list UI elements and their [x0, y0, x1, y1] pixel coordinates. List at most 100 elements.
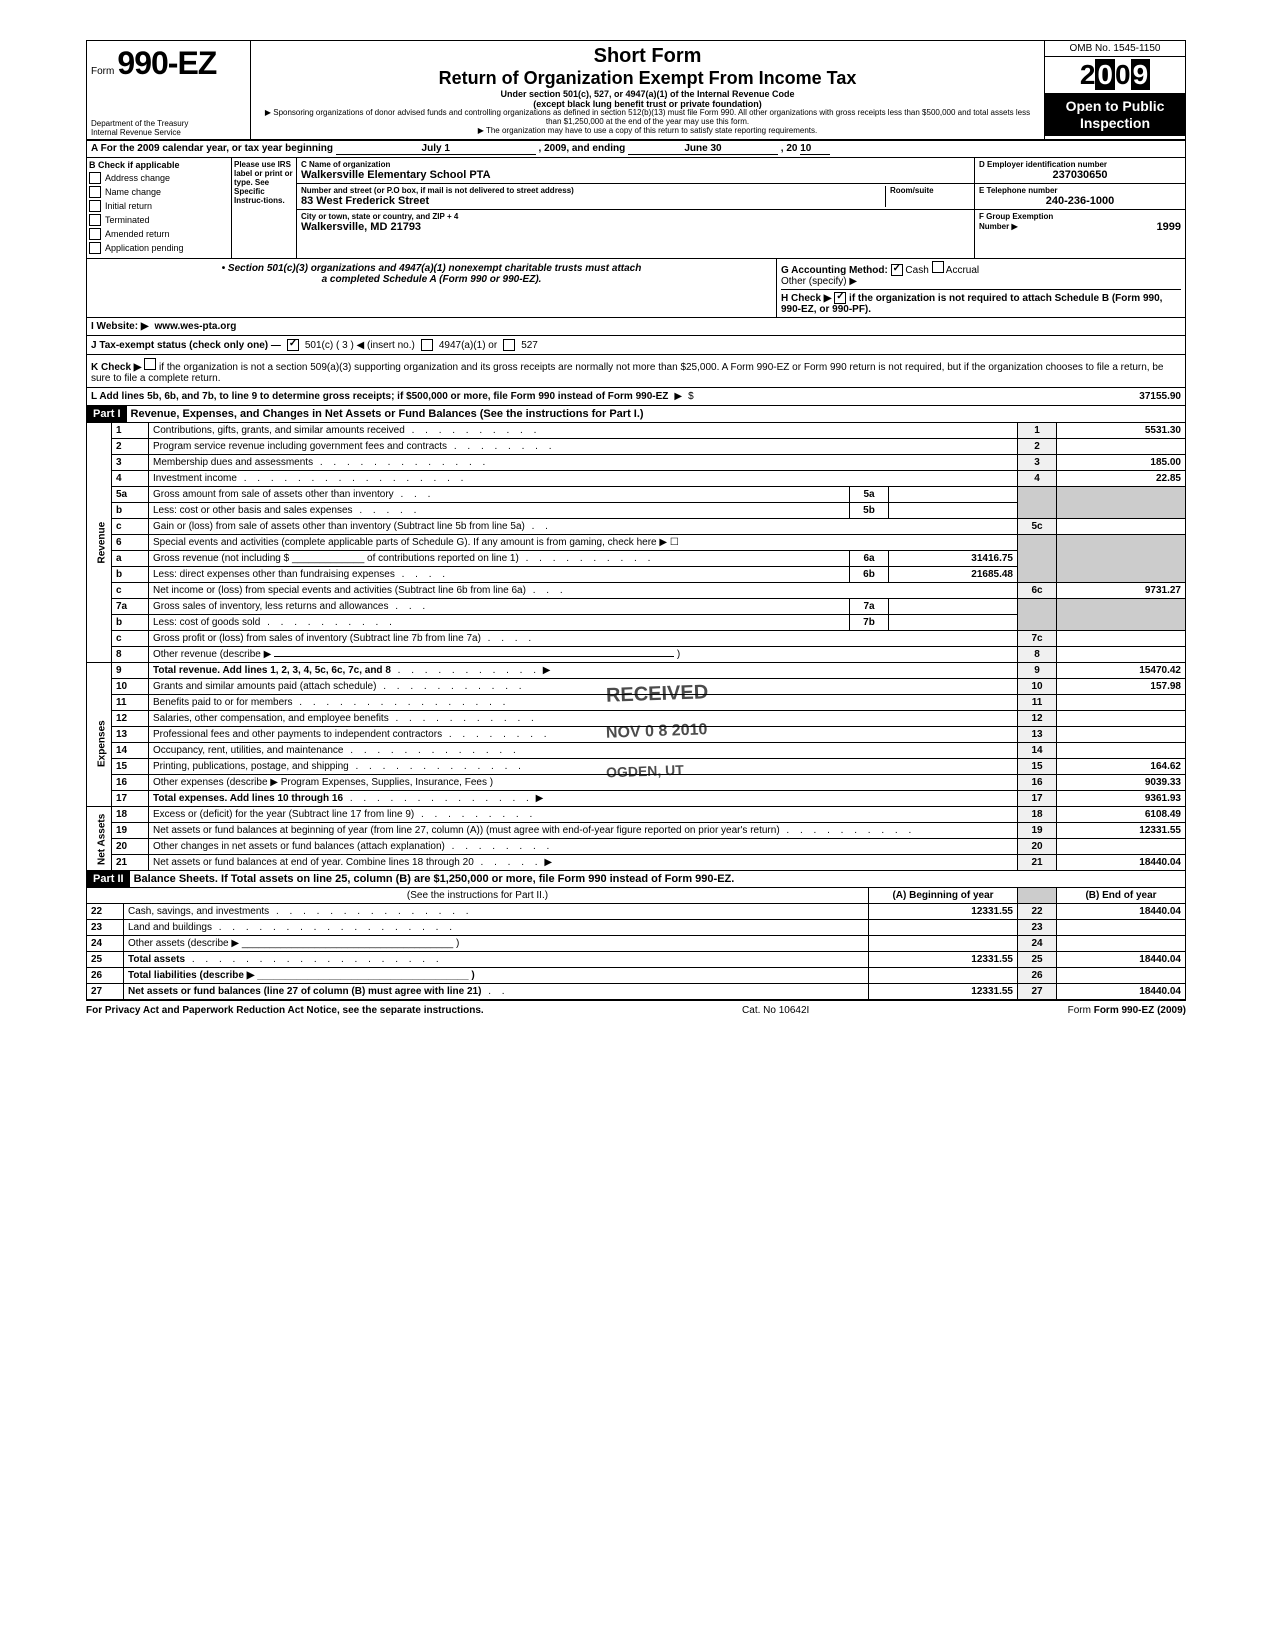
part1-label: Part I — [87, 406, 127, 422]
l5b-sb: 5b — [850, 503, 889, 519]
l8-b: 8 — [1018, 647, 1057, 663]
l17-v: 9361.93 — [1057, 791, 1186, 807]
footer-left: For Privacy Act and Paperwork Reduction … — [86, 1005, 484, 1016]
bs26-d: Total liabilities (describe ▶ __________… — [128, 970, 475, 981]
l3-b: 3 — [1018, 455, 1057, 471]
l18-n: 18 — [112, 807, 149, 823]
l20-b: 20 — [1018, 839, 1057, 855]
cb-cash[interactable] — [891, 264, 903, 276]
dept1: Department of the Treasury — [91, 119, 188, 128]
cell-group-exempt: F Group Exemption Number ▶ 1999 — [975, 210, 1185, 235]
l8-n: 8 — [112, 647, 149, 663]
l18-d: Excess or (deficit) for the year (Subtra… — [153, 809, 414, 820]
l6c-d: Net income or (loss) from special events… — [153, 585, 526, 596]
l5b-sv — [889, 503, 1018, 519]
cb-address-change[interactable]: Address change — [89, 172, 229, 184]
cb-k[interactable] — [144, 358, 156, 370]
l15-b: 15 — [1018, 759, 1057, 775]
l6-n: 6 — [112, 535, 149, 551]
j-opt3: 527 — [521, 340, 538, 351]
h-label: H Check ▶ — [781, 293, 831, 304]
cb-h[interactable] — [834, 292, 846, 304]
bs23-bn: 23 — [1018, 920, 1057, 936]
y4: 9 — [1131, 59, 1151, 90]
j-opt1: 501(c) ( 3 ) ◀ (insert no.) — [305, 340, 415, 351]
y3: 0 — [1115, 59, 1131, 90]
cb-amended[interactable]: Amended return — [89, 228, 229, 240]
bs23-d: Land and buildings — [128, 922, 212, 933]
cell-ein: D Employer identification number 2370306… — [975, 158, 1185, 184]
l16-b: 16 — [1018, 775, 1057, 791]
l9-v: 15470.42 — [1057, 663, 1186, 679]
c-label: C Name of organization — [301, 160, 970, 169]
form-990ez: Form 990-EZ Department of the Treasury I… — [86, 40, 1186, 1020]
g-label: G Accounting Method: — [781, 265, 888, 276]
cb-4947[interactable] — [421, 339, 433, 351]
l1-n: 1 — [112, 423, 149, 439]
l13-d: Professional fees and other payments to … — [153, 729, 442, 740]
l20-v — [1057, 839, 1186, 855]
cb-terminated[interactable]: Terminated — [89, 214, 229, 226]
period-end: June 30 — [628, 143, 778, 155]
c-value: Walkersville Elementary School PTA — [301, 169, 970, 181]
l3-n: 3 — [112, 455, 149, 471]
l17-b: 17 — [1018, 791, 1057, 807]
form-number: 990-EZ — [117, 45, 216, 81]
l6-d: Special events and activities (complete … — [149, 535, 1018, 551]
l11-n: 11 — [112, 695, 149, 711]
cb-accrual[interactable] — [932, 261, 944, 273]
bs24-bn: 24 — [1018, 936, 1057, 952]
form-header: Form 990-EZ Department of the Treasury I… — [86, 40, 1186, 141]
period-year: 10 — [800, 143, 830, 155]
l13-b: 13 — [1018, 727, 1057, 743]
l16-v: 9039.33 — [1057, 775, 1186, 791]
l13-v — [1057, 727, 1186, 743]
l10-v: 157.98 — [1057, 679, 1186, 695]
l2-v — [1057, 439, 1186, 455]
line-j: J Tax-exempt status (check only one) — 5… — [86, 336, 1186, 355]
l6b-n: b — [112, 567, 149, 583]
open-to-public: Open to Public Inspection — [1045, 94, 1185, 136]
j-opt2: 4947(a)(1) or — [439, 340, 497, 351]
l7c-b: 7c — [1018, 631, 1057, 647]
l21-d: Net assets or fund balances at end of ye… — [153, 857, 474, 868]
bs24-b — [1057, 936, 1186, 952]
part2-gap — [1018, 888, 1057, 904]
cb-initial-return[interactable]: Initial return — [89, 200, 229, 212]
bs22-a: 12331.55 — [869, 904, 1018, 920]
row-a-text: A For the 2009 calendar year, or tax yea… — [91, 143, 333, 154]
l18-v: 6108.49 — [1057, 807, 1186, 823]
vlabel-netassets: Net Assets — [87, 807, 112, 871]
bs27-n: 27 — [87, 984, 124, 1000]
cb-pending[interactable]: Application pending — [89, 242, 229, 254]
l6c-n: c — [112, 583, 149, 599]
l6a-d: Gross revenue (not including $ _________… — [153, 553, 519, 564]
bs26-b — [1057, 968, 1186, 984]
l5c-d: Gain or (loss) from sale of assets other… — [153, 521, 525, 532]
l12-d: Salaries, other compensation, and employ… — [153, 713, 389, 724]
l21-v: 18440.04 — [1057, 855, 1186, 871]
bs27-d: Net assets or fund balances (line 27 of … — [128, 986, 481, 997]
row-a-mid: , 2009, and ending — [539, 143, 626, 154]
footer-right: Form Form 990-EZ (2009) — [1068, 1005, 1186, 1016]
l19-d: Net assets or fund balances at beginning… — [153, 825, 780, 836]
l7b-sb: 7b — [850, 615, 889, 631]
part2-instr: (See the instructions for Part II.) — [87, 888, 869, 904]
k-text: if the organization is not a section 509… — [91, 362, 1163, 384]
l8-v — [1057, 647, 1186, 663]
cb-name-change[interactable]: Name change — [89, 186, 229, 198]
l10-n: 10 — [112, 679, 149, 695]
y1: 2 — [1080, 59, 1096, 90]
bs23-a — [869, 920, 1018, 936]
row-a: A For the 2009 calendar year, or tax yea… — [86, 141, 1186, 158]
bs22-d: Cash, savings, and investments — [128, 906, 269, 917]
cb-501c[interactable] — [287, 339, 299, 351]
l7c-d: Gross profit or (loss) from sales of inv… — [153, 633, 481, 644]
l18-b: 18 — [1018, 807, 1057, 823]
cb-527[interactable] — [503, 339, 515, 351]
row-a-y1: , 20 — [781, 143, 798, 154]
l1-d: Contributions, gifts, grants, and simila… — [153, 425, 405, 436]
bs24-d: Other assets (describe ▶ _______________… — [124, 936, 869, 952]
d-label: D Employer identification number — [979, 160, 1181, 169]
d-value: 237030650 — [979, 169, 1181, 181]
